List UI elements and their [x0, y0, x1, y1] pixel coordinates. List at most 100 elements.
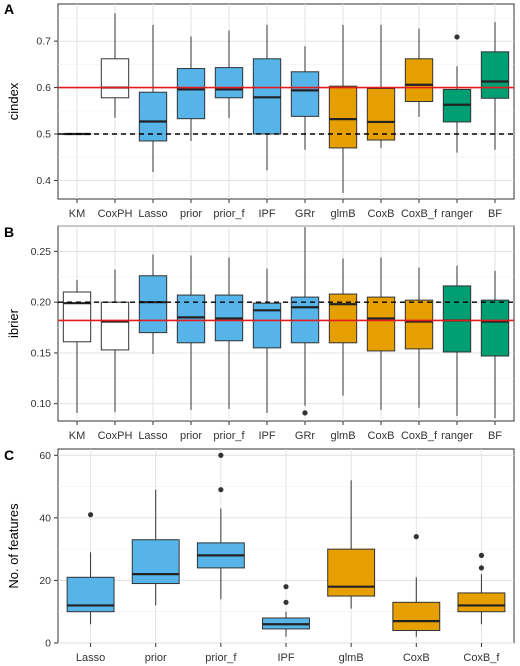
y-axis-title: No. of features	[6, 503, 21, 589]
box-Lasso	[138, 24, 168, 173]
y-tick-label: 60	[39, 450, 51, 462]
box-CoxB_f	[404, 267, 434, 408]
box-body	[138, 275, 168, 334]
box-prior_f	[214, 30, 244, 119]
box-IPF	[252, 24, 282, 171]
box-body	[442, 285, 472, 353]
box-prior_f	[196, 452, 245, 600]
x-tick-label: BF	[488, 430, 502, 442]
y-tick-label: 0.25	[31, 246, 52, 258]
plot-area	[57, 3, 515, 200]
y-tick-label: 40	[39, 512, 51, 524]
box-body	[138, 91, 168, 142]
x-tick-label: KM	[69, 430, 86, 442]
box-body	[480, 299, 510, 357]
box-body	[457, 592, 506, 613]
x-tick-label: Lasso	[76, 652, 105, 664]
box-GRr	[290, 46, 320, 150]
box-body	[328, 85, 358, 149]
x-tick-label: CoxPH	[98, 430, 133, 442]
x-tick-label: CoxB	[403, 652, 430, 664]
y-tick-label: 0.5	[36, 129, 51, 141]
outlier-point	[413, 534, 419, 540]
box-prior	[131, 489, 180, 606]
box-body	[404, 58, 434, 102]
box-glmB	[328, 24, 358, 193]
x-tick-label: ranger	[441, 208, 473, 220]
box-KM	[62, 279, 92, 413]
outlier-point	[283, 599, 289, 605]
x-tick-label: CoxB_f	[463, 652, 500, 664]
x-tick-label: prior	[145, 652, 167, 664]
x-tick-label: prior	[180, 430, 202, 442]
x-tick-label: Lasso	[138, 430, 167, 442]
plot-area	[57, 225, 515, 422]
box-prior	[176, 255, 206, 410]
box-CoxB_f	[457, 552, 506, 625]
outlier-point	[218, 452, 224, 458]
x-tick-label: GRr	[295, 208, 316, 220]
x-tick-label: BF	[488, 208, 502, 220]
box-body	[176, 68, 206, 120]
box-body	[100, 301, 130, 351]
box-CoxB	[392, 534, 441, 637]
box-body	[214, 67, 244, 99]
box-body	[392, 601, 441, 631]
panel-C: C 0 20 40 60 No. of features Lasso prior prior_f…	[4, 447, 515, 664]
box-prior	[176, 36, 206, 141]
y-axis-title: ibrier	[6, 308, 21, 338]
x-tick-label: GRr	[295, 430, 316, 442]
x-tick-label: CoxB	[368, 208, 395, 220]
x-tick-label: KM	[69, 208, 86, 220]
panel-letter: B	[4, 224, 14, 240]
x-tick-label: prior_f	[213, 208, 245, 220]
box-glmB	[328, 258, 358, 396]
x-tick-label: glmB	[330, 430, 355, 442]
outlier-point	[454, 34, 460, 40]
y-tick-label: 0.20	[31, 297, 52, 309]
box-ranger	[442, 34, 472, 153]
y-axis-title: cindex	[6, 82, 21, 120]
box-Lasso	[66, 512, 115, 625]
box-CoxB	[366, 257, 396, 410]
x-tick-label: prior	[180, 208, 202, 220]
y-tick-label: 0.7	[36, 36, 51, 48]
x-tick-label: glmB	[339, 652, 364, 664]
panel-A: A 0.4 0.5 0.6 0.7 cindex KM CoxPH Lasso prior prio…	[4, 1, 515, 220]
x-tick-label: IPF	[258, 208, 275, 220]
x-tick-label: prior_f	[205, 652, 237, 664]
box-CoxB	[366, 24, 396, 148]
outlier-point	[478, 552, 485, 558]
panel-B: B 0.10 0.15 0.20 0.25 ibrier KM CoxPH Lasso prior…	[4, 224, 515, 442]
y-tick-label: 0	[45, 638, 51, 650]
x-tick-label: ranger	[441, 430, 473, 442]
box-body	[100, 58, 130, 99]
box-Lasso	[138, 254, 168, 354]
x-tick-label: CoxB_f	[401, 430, 438, 442]
outlier-point	[283, 584, 289, 590]
box-BF	[480, 270, 510, 418]
y-tick-label: 20	[39, 575, 51, 587]
box-body	[328, 293, 358, 344]
outlier-point	[478, 565, 485, 571]
outlier-point	[218, 487, 224, 493]
box-body	[366, 88, 396, 141]
y-tick-label: 0.4	[36, 175, 51, 187]
outlier-point	[87, 512, 94, 518]
y-tick-label: 0.15	[31, 347, 52, 359]
y-tick-label: 0.10	[31, 398, 52, 410]
box-BF	[480, 22, 510, 150]
box-body	[62, 291, 92, 343]
box-body	[404, 299, 434, 350]
x-tick-label: glmB	[330, 208, 355, 220]
x-tick-label: CoxB	[368, 430, 395, 442]
box-CoxB_f	[404, 28, 434, 117]
x-tick-label: prior_f	[213, 430, 245, 442]
x-tick-label: CoxB_f	[401, 208, 438, 220]
panel-letter: A	[4, 1, 14, 17]
box-body	[131, 539, 180, 585]
box-body	[366, 296, 396, 352]
box-IPF	[262, 584, 310, 637]
y-tick-label: 0.6	[36, 82, 51, 94]
